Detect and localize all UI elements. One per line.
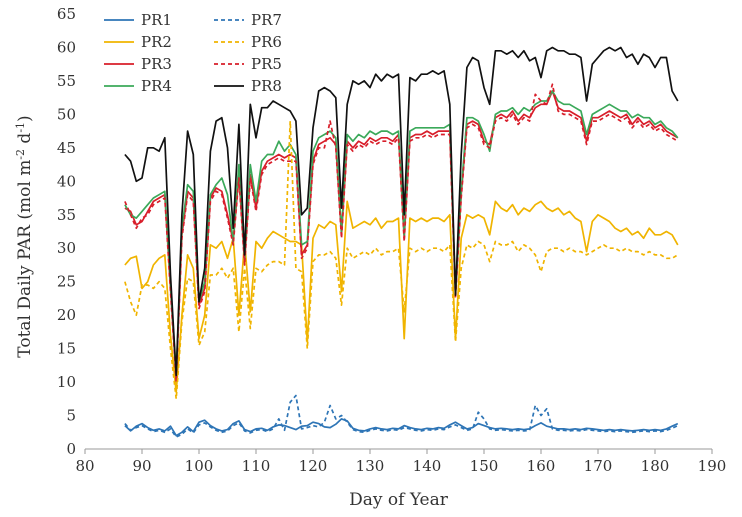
legend-label-pr2: PR2 <box>141 33 172 51</box>
y-tick-label: 30 <box>57 239 76 257</box>
x-tick-label: 120 <box>299 457 328 475</box>
y-tick-label: 40 <box>57 172 76 190</box>
legend-label-pr3: PR3 <box>141 55 172 73</box>
y-title-sup-2: -1 <box>14 122 27 133</box>
series-line-pr8 <box>124 46 679 377</box>
y-tick-label: 5 <box>66 407 76 425</box>
y-tick-label: 0 <box>66 440 76 458</box>
y-tick-label: 10 <box>57 373 76 391</box>
y-tick-label: 25 <box>57 273 76 291</box>
x-tick-label: 110 <box>242 457 271 475</box>
chart-axes: 80 90 100 110 120 130 140 150 160 170 180 190 0 5 10 15… <box>57 5 726 475</box>
legend-label-pr1: PR1 <box>141 11 172 29</box>
y-title-sup-1: -2 <box>14 149 27 160</box>
y-tick-label: 55 <box>57 72 76 90</box>
y-title-mid: d <box>15 133 35 149</box>
y-tick-label: 20 <box>57 306 76 324</box>
legend-label-pr7: PR7 <box>251 11 282 29</box>
x-tick-label: 180 <box>641 457 670 475</box>
x-tick-label: 170 <box>584 457 613 475</box>
y-tick-label: 50 <box>57 105 76 123</box>
legend-label-pr4: PR4 <box>141 77 172 95</box>
x-tick-label: 190 <box>698 457 727 475</box>
legend-label-pr5: PR5 <box>251 55 282 73</box>
y-title-main: Total Daily PAR (mol m <box>15 160 35 358</box>
y-tick-label: 65 <box>57 5 76 23</box>
series-line-pr5 <box>124 83 679 383</box>
x-axis-title: Day of Year <box>349 490 449 510</box>
series-line-pr7 <box>124 394 679 438</box>
y-tick-label: 45 <box>57 139 76 157</box>
x-tick-label: 90 <box>132 457 151 475</box>
y-title-end: ) <box>15 115 35 122</box>
legend-label-pr6: PR6 <box>251 33 282 51</box>
y-tick-label: 35 <box>57 206 76 224</box>
y-tick-label: 60 <box>57 38 76 56</box>
series-layer <box>124 46 679 438</box>
legend-label-pr8: PR8 <box>251 77 282 95</box>
series-line-pr6 <box>124 120 679 400</box>
y-axis-title: Total Daily PAR (mol m-2 d-1) <box>14 115 35 357</box>
y-tick-label: 15 <box>57 340 76 358</box>
x-tick-label: 130 <box>356 457 385 475</box>
chart-legend: PR1 PR7 PR2 PR6 PR3 PR5 PR4 PR8 <box>104 11 282 95</box>
x-tick-label: 140 <box>413 457 442 475</box>
x-tick-label: 100 <box>185 457 214 475</box>
series-line-pr1 <box>124 418 679 437</box>
x-tick-label: 80 <box>75 457 94 475</box>
x-tick-label: 160 <box>527 457 556 475</box>
x-tick-label: 150 <box>470 457 499 475</box>
